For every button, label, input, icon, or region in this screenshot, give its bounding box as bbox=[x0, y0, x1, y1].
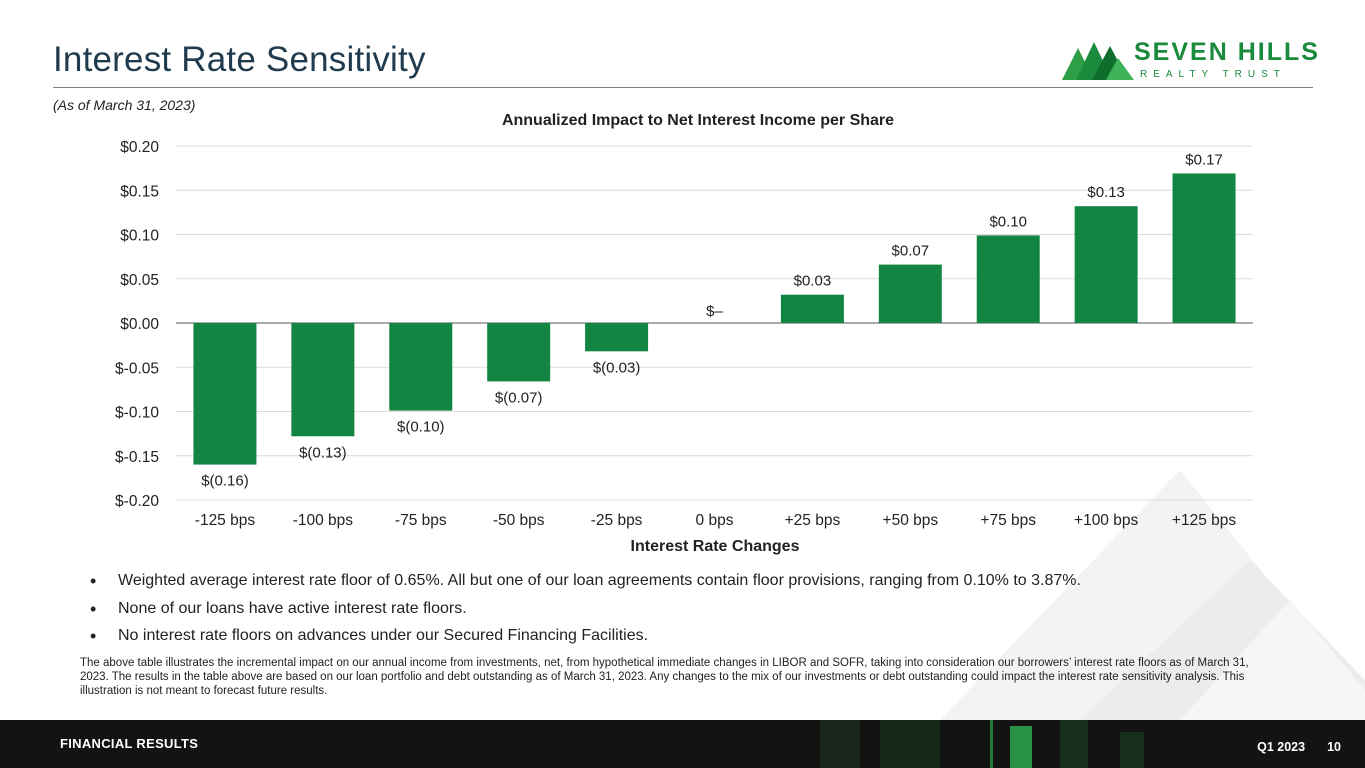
bar bbox=[1172, 173, 1236, 323]
footer-period: Q1 2023 bbox=[1257, 740, 1306, 754]
x-tick-label: +125 bps bbox=[1172, 512, 1236, 529]
footer-decoration bbox=[820, 720, 1144, 768]
bar-value-label: $0.10 bbox=[989, 213, 1027, 230]
bullet-item: No interest rate floors on advances unde… bbox=[88, 625, 1081, 653]
footer-bar: FINANCIAL RESULTS Q1 2023 10 bbox=[0, 720, 1365, 768]
y-tick-label: $0.20 bbox=[120, 139, 159, 156]
as-of-date: (As of March 31, 2023) bbox=[53, 97, 196, 113]
bar-value-label: $0.03 bbox=[794, 273, 832, 290]
x-axis-ticks: -125 bps -100 bps -75 bps -50 bps -25 bps 0 b… bbox=[195, 512, 1237, 529]
bar bbox=[976, 235, 1040, 323]
bar-value-label: $0.13 bbox=[1087, 184, 1125, 201]
bar bbox=[193, 323, 257, 465]
company-logo: SEVEN HILLS REALTY TRUST bbox=[1062, 38, 1322, 86]
bar bbox=[1074, 206, 1138, 323]
x-tick-label: -75 bps bbox=[395, 512, 447, 529]
bar bbox=[878, 264, 942, 323]
x-tick-label: -125 bps bbox=[195, 512, 256, 529]
y-tick-label: $0.10 bbox=[120, 228, 159, 245]
x-tick-label: +100 bps bbox=[1074, 512, 1138, 529]
bar bbox=[487, 323, 551, 382]
page-title: Interest Rate Sensitivity bbox=[53, 40, 426, 79]
chart-bars bbox=[193, 173, 1236, 465]
bar-value-label: $(0.07) bbox=[495, 389, 543, 406]
bar-value-label: $(0.13) bbox=[299, 444, 347, 461]
x-tick-label: +50 bps bbox=[883, 512, 939, 529]
footer-page-info: Q1 2023 10 bbox=[1257, 740, 1341, 754]
bar-value-label: $(0.03) bbox=[593, 359, 641, 376]
chart-gridlines bbox=[176, 145, 1253, 501]
impact-bar-chart: Annualized Impact to Net Interest Income… bbox=[115, 112, 1253, 555]
bar bbox=[291, 323, 355, 437]
x-axis-title: Interest Rate Changes bbox=[631, 538, 800, 555]
logo-tagline: REALTY TRUST bbox=[1140, 69, 1286, 80]
bar-value-label: $0.07 bbox=[892, 243, 930, 260]
x-tick-label: +25 bps bbox=[785, 512, 841, 529]
x-tick-label: -25 bps bbox=[591, 512, 643, 529]
y-tick-label: $-0.05 bbox=[115, 360, 159, 377]
bar bbox=[389, 323, 453, 411]
page-number: 10 bbox=[1327, 740, 1341, 754]
bar-value-label: $(0.10) bbox=[397, 419, 445, 436]
bar bbox=[585, 323, 649, 352]
y-tick-label: $0.05 bbox=[120, 272, 159, 289]
mountains-logo-icon bbox=[1062, 42, 1134, 80]
bar-value-label: $(0.16) bbox=[201, 473, 249, 490]
y-tick-label: $0.00 bbox=[120, 316, 159, 333]
bar-value-label: $0.17 bbox=[1185, 151, 1223, 168]
y-tick-label: $-0.15 bbox=[115, 449, 159, 466]
key-points-list: Weighted average interest rate floor of … bbox=[88, 570, 1081, 653]
bar-value-label: $– bbox=[706, 303, 723, 320]
y-tick-label: $-0.20 bbox=[115, 493, 159, 510]
x-tick-label: -50 bps bbox=[493, 512, 545, 529]
y-tick-label: $0.15 bbox=[120, 183, 159, 200]
bar bbox=[780, 294, 844, 323]
chart-title: Annualized Impact to Net Interest Income… bbox=[502, 112, 894, 129]
footnote-text: The above table illustrates the incremen… bbox=[80, 657, 1249, 697]
bullet-item: None of our loans have active interest r… bbox=[88, 598, 1081, 626]
y-tick-label: $-0.10 bbox=[115, 405, 159, 422]
x-tick-label: 0 bps bbox=[696, 512, 734, 529]
footer-section-label: FINANCIAL RESULTS bbox=[60, 736, 199, 751]
x-tick-label: +75 bps bbox=[980, 512, 1036, 529]
x-tick-label: -100 bps bbox=[293, 512, 354, 529]
title-divider bbox=[53, 87, 1313, 88]
chart-data-labels: $(0.16) $(0.13) $(0.10) $(0.07) $(0.03) $– $0.… bbox=[201, 151, 1223, 489]
logo-wordmark: SEVEN HILLS bbox=[1134, 38, 1320, 66]
y-axis-ticks: $0.20 $0.15 $0.10 $0.05 $0.00 $-0.05 $-0.10 $-0… bbox=[115, 139, 159, 510]
bullet-item: Weighted average interest rate floor of … bbox=[88, 570, 1081, 598]
